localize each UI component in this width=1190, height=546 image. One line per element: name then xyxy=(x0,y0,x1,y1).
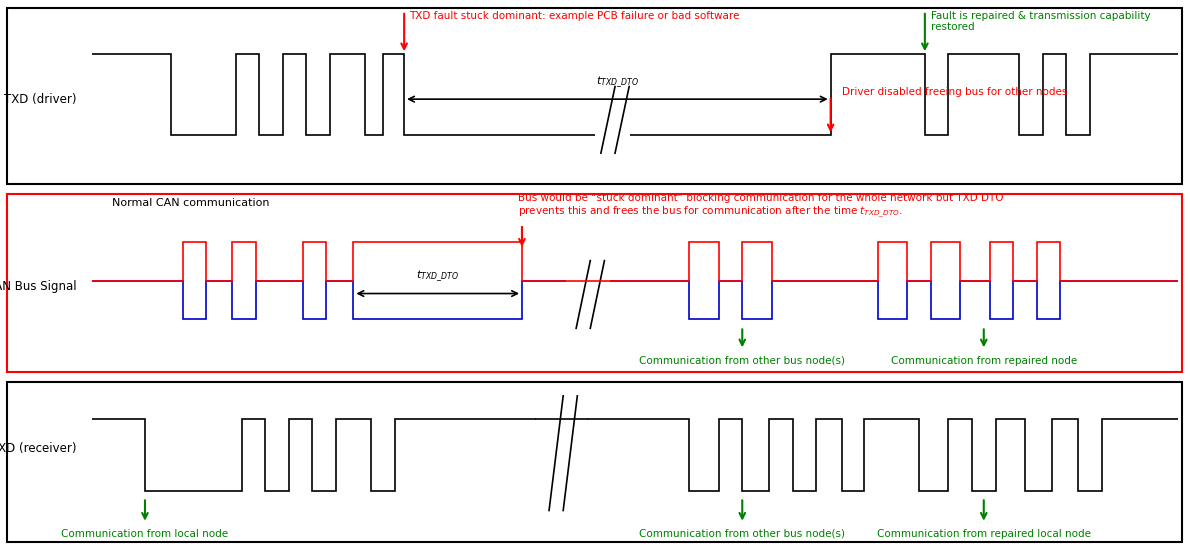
Text: Communication from local node: Communication from local node xyxy=(62,529,228,538)
Text: Driver disabled freeing bus for other nodes: Driver disabled freeing bus for other no… xyxy=(843,87,1067,97)
Text: $t_{TXD\_DTO}$: $t_{TXD\_DTO}$ xyxy=(415,269,458,284)
Text: Communication from repaired local node: Communication from repaired local node xyxy=(877,529,1091,538)
Text: Normal CAN communication: Normal CAN communication xyxy=(112,198,269,209)
Text: CAN Bus Signal: CAN Bus Signal xyxy=(0,280,76,293)
Text: TXD fault stuck dominant: example PCB failure or bad software: TXD fault stuck dominant: example PCB fa… xyxy=(409,11,739,21)
Text: Bus would be “stuck dominant” blocking communication for the whole network but T: Bus would be “stuck dominant” blocking c… xyxy=(519,193,1004,220)
Text: Communication from repaired node: Communication from repaired node xyxy=(890,356,1077,366)
Text: Communication from other bus node(s): Communication from other bus node(s) xyxy=(639,529,845,538)
Text: Fault is repaired & transmission capability
restored: Fault is repaired & transmission capabil… xyxy=(931,11,1151,32)
FancyBboxPatch shape xyxy=(7,382,1182,542)
Text: $t_{TXD\_DTO}$: $t_{TXD\_DTO}$ xyxy=(596,75,639,90)
FancyBboxPatch shape xyxy=(7,8,1182,184)
Text: TXD (driver): TXD (driver) xyxy=(4,93,76,106)
Text: Communication from other bus node(s): Communication from other bus node(s) xyxy=(639,356,845,366)
Text: RXD (receiver): RXD (receiver) xyxy=(0,442,76,455)
FancyBboxPatch shape xyxy=(7,194,1182,372)
